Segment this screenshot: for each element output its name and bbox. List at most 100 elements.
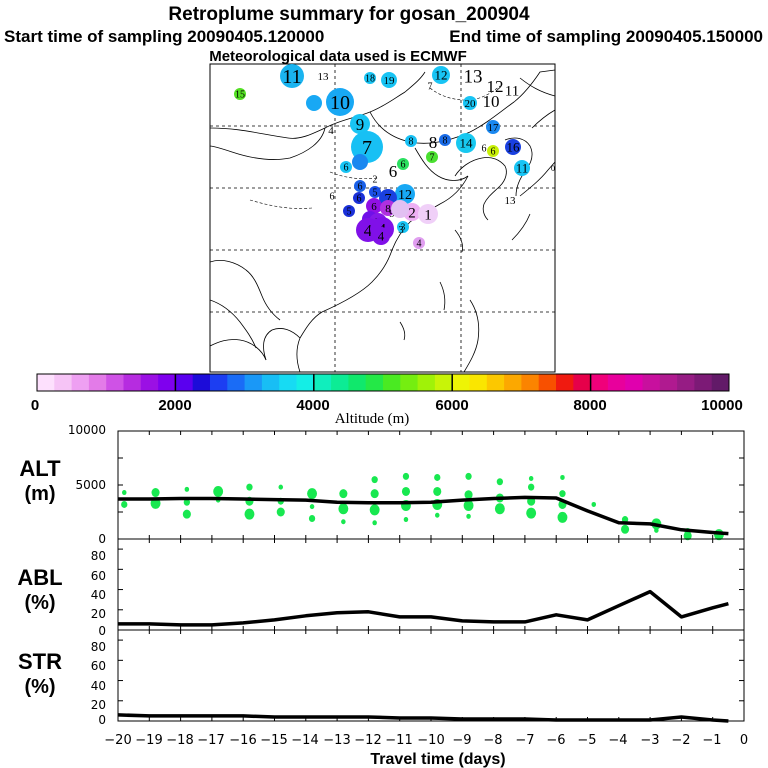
colorbar-swatch xyxy=(244,374,263,391)
colorbar-swatch xyxy=(383,374,401,391)
colorbar-swatch xyxy=(331,374,349,391)
altitude-scatter-point xyxy=(246,483,253,491)
plume-marker-label: 2 xyxy=(373,175,378,186)
x-tick: −17 xyxy=(197,733,224,748)
colorbar-swatch xyxy=(296,374,315,391)
alt-panel-label: ALT xyxy=(19,456,61,481)
altitude-scatter-point xyxy=(621,524,630,534)
altitude-scatter-point xyxy=(433,486,442,496)
colorbar-tick: 4000 xyxy=(296,397,329,414)
plume-marker-label: 11 xyxy=(282,66,301,88)
colorbar-swatch xyxy=(140,374,159,391)
plume-marker-dot xyxy=(426,151,438,163)
colorbar-tick: 8000 xyxy=(573,397,606,414)
altitude-scatter-point xyxy=(339,489,348,499)
colorbar-tick: 2000 xyxy=(158,397,191,414)
plume-marker-label: 12 xyxy=(398,188,412,203)
colorbar-swatch xyxy=(192,374,211,391)
x-tick: −8 xyxy=(483,733,502,748)
plume-marker-label: 6 xyxy=(482,144,487,155)
altitude-panel xyxy=(117,430,745,541)
plume-marker-label: 18 xyxy=(365,74,375,85)
plume-marker-dot xyxy=(463,96,477,110)
plume-marker-label: 15 xyxy=(235,90,245,101)
abl-ytick: 80 xyxy=(91,549,106,563)
start-time-label: Start time of sampling 20090405.120000 xyxy=(4,27,324,46)
x-tick: −9 xyxy=(452,733,471,748)
plume-marker-dot xyxy=(354,180,366,192)
plume-marker-label: 4 xyxy=(328,125,334,137)
plume-marker-dot xyxy=(397,221,409,233)
plume-marker-label: 12 xyxy=(487,77,504,96)
colorbar-swatch xyxy=(158,374,176,391)
altitude-scatter-point xyxy=(435,512,440,518)
x-tick: −16 xyxy=(229,733,256,748)
colorbar-swatch xyxy=(71,374,90,391)
plume-marker-label: 7 xyxy=(385,192,392,207)
x-tick: −13 xyxy=(323,733,350,748)
plume-marker-dot xyxy=(364,72,376,84)
plume-marker-label: 2 xyxy=(408,205,416,221)
altitude-scatter-point xyxy=(403,517,409,523)
altitude-scatter-point xyxy=(654,527,659,533)
plume-marker-dot xyxy=(391,200,409,218)
plume-marker-label: 6 xyxy=(491,147,496,158)
plume-marker-dot xyxy=(505,139,521,155)
plume-marker-label: 8 xyxy=(429,133,438,152)
plume-marker-label: 6 xyxy=(371,201,377,213)
x-tick: −3 xyxy=(640,733,659,748)
abl-ytick: 20 xyxy=(91,607,106,621)
coastlines xyxy=(210,69,555,372)
colorbar-swatch xyxy=(313,374,332,391)
colorbar-swatch xyxy=(123,374,142,391)
colorbar-swatch xyxy=(452,374,470,391)
plume-marker-label: 4 xyxy=(364,221,373,240)
abl-percent-line xyxy=(118,589,729,627)
plume-marker-label: 20 xyxy=(465,98,477,110)
plume-marker-label: 11 xyxy=(505,83,519,99)
plume-marker-label: 1 xyxy=(424,207,432,223)
plume-marker-dot xyxy=(369,186,381,198)
alt-ytick: 5000 xyxy=(75,478,106,492)
plume-marker-dot xyxy=(340,161,352,173)
str-ytick: 60 xyxy=(91,659,106,673)
abl-ytick: 60 xyxy=(91,569,106,583)
plume-marker-dot xyxy=(486,120,500,134)
plume-marker-label: 12 xyxy=(435,68,448,83)
altitude-scatter-point xyxy=(464,490,473,500)
x-tick: −5 xyxy=(577,733,596,748)
colorbar-swatch xyxy=(261,374,280,391)
plume-marker-label: 10 xyxy=(330,92,350,114)
plume-marker-dot xyxy=(397,158,409,170)
colorbar-swatch xyxy=(556,374,574,391)
colorbar-tick: 10000 xyxy=(701,397,743,414)
altitude-scatter-point xyxy=(338,503,349,515)
colorbar-swatch xyxy=(590,374,609,391)
x-tick: −14 xyxy=(291,733,318,748)
colorbar-swatch xyxy=(400,374,419,391)
altitude-scatter-point xyxy=(463,500,474,512)
plume-marker-dot xyxy=(372,227,390,245)
altitude-scatter-point xyxy=(369,504,380,516)
plume-marker-label: 8 xyxy=(409,137,414,148)
altitude-scatter-point xyxy=(341,519,346,525)
abl-ytick: 40 xyxy=(91,588,106,602)
plume-marker-dot xyxy=(353,192,365,204)
plume-marker-label: 5 xyxy=(347,207,352,218)
altitude-scatter-point xyxy=(372,520,377,526)
plume-marker-label: 6 xyxy=(401,160,406,171)
colorbar-swatch xyxy=(469,374,488,391)
colorbar-ticks: 0 2000 4000 6000 8000 10000 xyxy=(31,397,743,414)
plume-marker-label: 7 xyxy=(430,153,435,164)
plume-marker-dot xyxy=(306,95,322,111)
plume-marker-label: 3 xyxy=(401,222,406,232)
plume-marker-label: 6 xyxy=(358,182,363,193)
altitude-scatter-point xyxy=(559,490,566,498)
colorbar-axis-label: Altitude (m) xyxy=(335,411,410,427)
panel-frame xyxy=(117,629,745,722)
plume-marker-dot xyxy=(366,198,382,214)
plume-marker-label: 4 xyxy=(378,229,385,244)
colorbar-swatch xyxy=(88,374,107,391)
